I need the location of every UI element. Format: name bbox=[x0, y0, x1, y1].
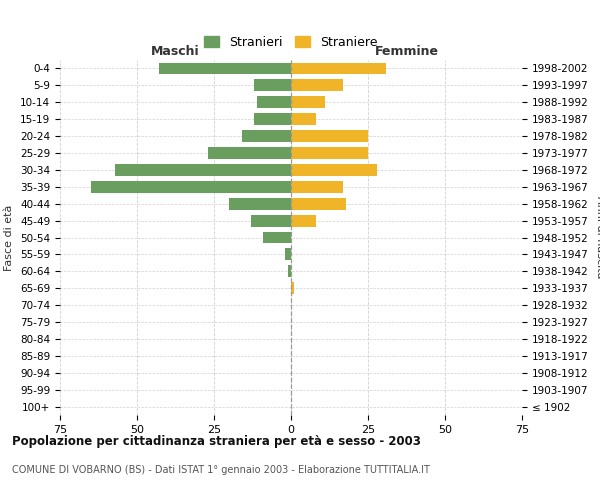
Bar bbox=[254, 80, 291, 92]
Bar bbox=[291, 214, 316, 226]
Text: Femmine: Femmine bbox=[374, 46, 439, 59]
Bar bbox=[291, 164, 377, 176]
Bar bbox=[91, 181, 291, 192]
Bar bbox=[158, 62, 291, 74]
Bar bbox=[229, 198, 291, 209]
Text: COMUNE DI VOBARNO (BS) - Dati ISTAT 1° gennaio 2003 - Elaborazione TUTTITALIA.IT: COMUNE DI VOBARNO (BS) - Dati ISTAT 1° g… bbox=[12, 465, 430, 475]
Bar bbox=[257, 96, 291, 108]
Bar bbox=[288, 266, 291, 277]
Bar bbox=[291, 181, 343, 192]
Bar bbox=[208, 147, 291, 159]
Bar bbox=[251, 214, 291, 226]
Bar bbox=[291, 114, 316, 125]
Bar bbox=[291, 80, 343, 92]
Bar bbox=[254, 114, 291, 125]
Bar bbox=[263, 232, 291, 243]
Bar bbox=[115, 164, 291, 176]
Bar bbox=[291, 130, 368, 142]
Text: Popolazione per cittadinanza straniera per età e sesso - 2003: Popolazione per cittadinanza straniera p… bbox=[12, 435, 421, 448]
Y-axis label: Anni di nascita: Anni di nascita bbox=[595, 196, 600, 279]
Bar bbox=[291, 147, 368, 159]
Bar bbox=[242, 130, 291, 142]
Bar bbox=[291, 282, 294, 294]
Bar bbox=[291, 96, 325, 108]
Bar bbox=[291, 62, 386, 74]
Bar bbox=[291, 198, 346, 209]
Legend: Stranieri, Straniere: Stranieri, Straniere bbox=[199, 30, 383, 54]
Bar bbox=[285, 248, 291, 260]
Text: Maschi: Maschi bbox=[151, 46, 200, 59]
Y-axis label: Fasce di età: Fasce di età bbox=[4, 204, 14, 270]
